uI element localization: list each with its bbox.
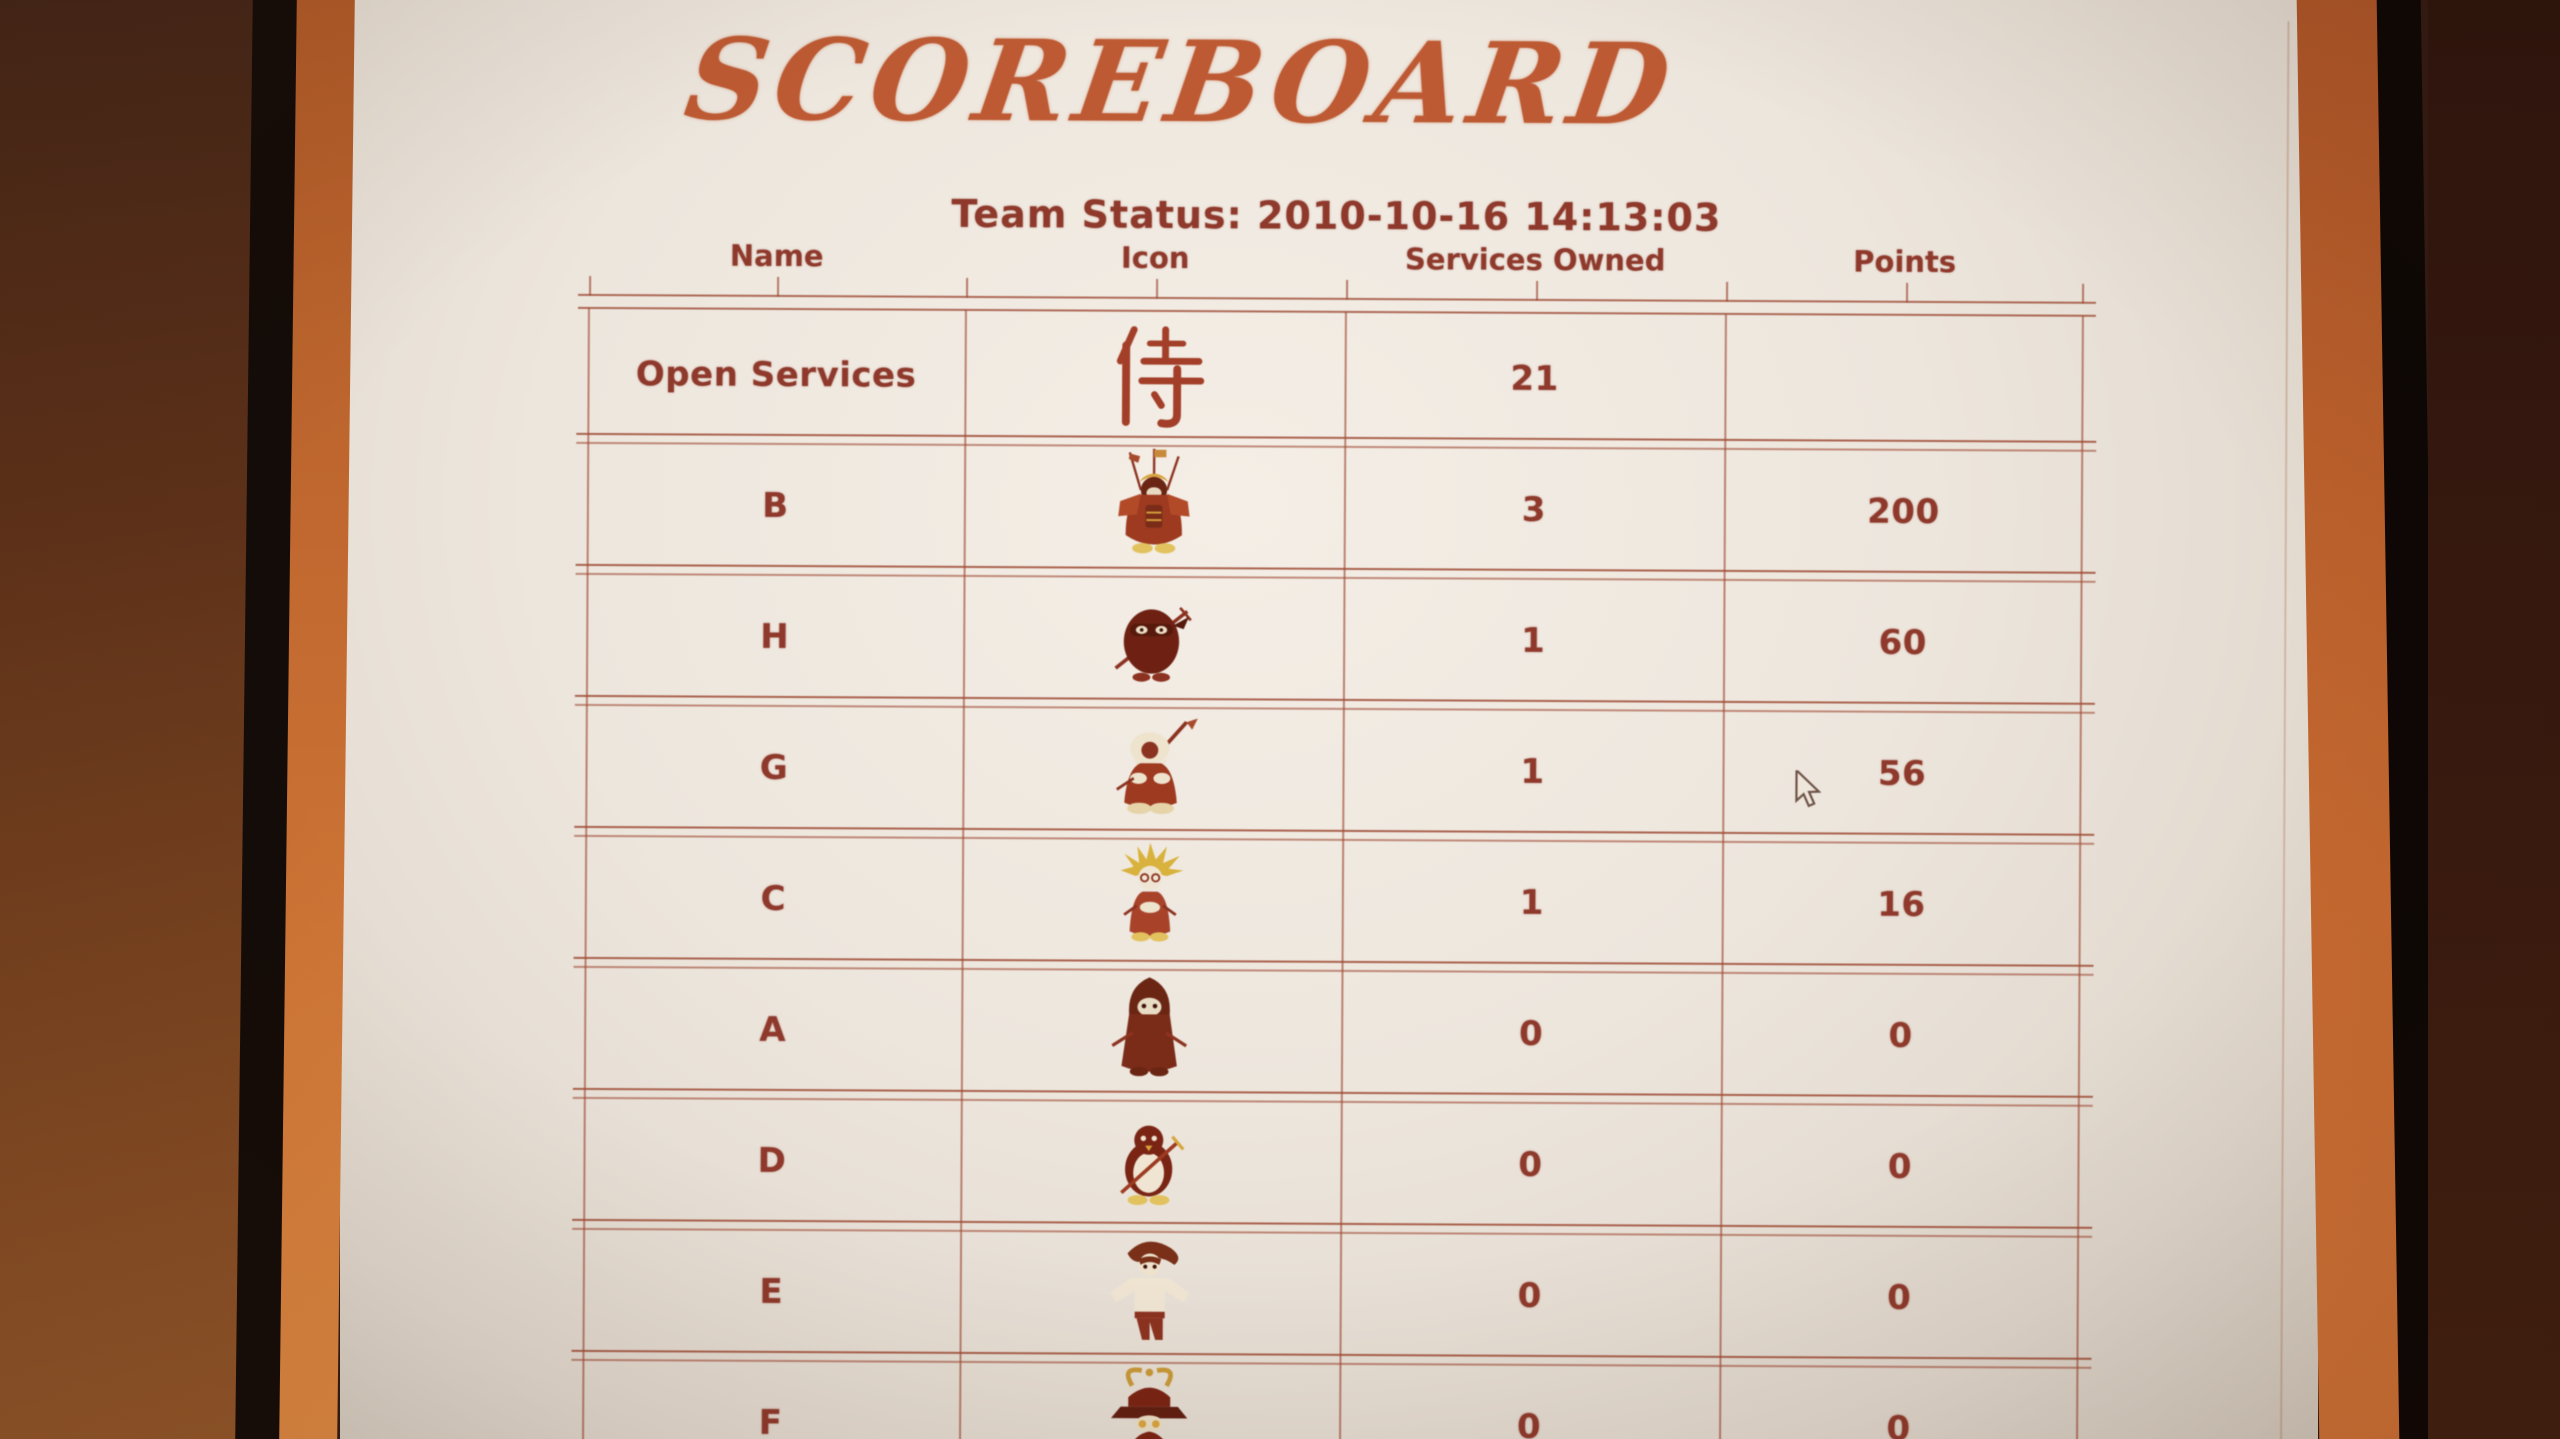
points-value: 0 (1887, 1146, 1913, 1187)
ninja-penguin-icon (963, 579, 1344, 697)
points-value: 16 (1877, 884, 1926, 925)
projection-screen (340, 0, 2318, 1439)
spiky-hair-penguin-icon (962, 839, 1343, 961)
points-value: 0 (1888, 1015, 1913, 1056)
status-text: Team Status: 2010-10-16 14:13:03 (951, 191, 1722, 240)
column-header-icon: Icon (1120, 240, 1190, 276)
border-tick (589, 275, 592, 296)
room-wall-right (2428, 0, 2560, 1439)
samurai-kanji-icon (964, 316, 1345, 436)
table-row: G 1 (574, 701, 2095, 845)
team-name: Open Services (635, 353, 917, 396)
team-name: C (760, 878, 787, 919)
points-value: 0 (1887, 1277, 1912, 1318)
table-row: A 0 0 (572, 963, 2093, 1107)
points-value: 200 (1867, 491, 1940, 532)
page-title: SCOREBOARD (677, 14, 1685, 151)
border-tick (777, 276, 780, 297)
elder-master-penguin-icon (962, 707, 1343, 831)
column-header-services-owned: Services Owned (1404, 242, 1666, 278)
scoreboard-table: Open Services 21 B (571, 307, 2097, 1439)
scrollbar-track[interactable] (2280, 20, 2290, 1439)
column-header-points: Points (1853, 244, 1957, 280)
swordsman-penguin-icon (960, 1102, 1341, 1222)
points-value: 56 (1877, 753, 1927, 794)
points-value (1725, 379, 2084, 381)
mouse-cursor-icon (1794, 767, 1828, 810)
services-owned-value: 1 (1521, 620, 1546, 661)
team-name: D (757, 1140, 787, 1181)
team-name: B (762, 485, 789, 526)
team-name: E (759, 1271, 784, 1312)
table-row: C 1 16 (573, 832, 2094, 976)
table-row: Open Services 21 (576, 308, 2097, 452)
table-header-row: Name Icon Services Owned Points (588, 238, 2084, 280)
border-tick (966, 277, 969, 298)
border-tick (1536, 280, 1539, 301)
table-row: F 0 0 (582, 1356, 2079, 1439)
points-value: 0 (1886, 1408, 1911, 1439)
table-top-border (578, 293, 2097, 304)
border-tick (2082, 283, 2085, 304)
border-tick (1906, 282, 1909, 303)
points-value: 60 (1878, 622, 1927, 663)
karate-fighter-icon (959, 1231, 1340, 1355)
services-owned-value: 21 (1510, 358, 1559, 399)
samurai-armor-penguin-icon (964, 445, 1345, 569)
table-row: D 0 0 (572, 1094, 2093, 1238)
samurai-helmet-penguin-icon (959, 1361, 1340, 1439)
team-name: H (760, 616, 790, 657)
hooded-penguin-icon (961, 970, 1342, 1092)
team-name: A (759, 1009, 787, 1050)
border-tick (1726, 281, 1729, 302)
border-tick (1156, 278, 1159, 299)
services-owned-value: 0 (1518, 1013, 1544, 1054)
column-header-name: Name (729, 238, 824, 274)
services-owned-value: 3 (1521, 489, 1547, 530)
team-name: F (758, 1402, 783, 1439)
border-tick (1346, 279, 1349, 300)
team-name: G (759, 747, 789, 788)
services-owned-value: 0 (1517, 1275, 1542, 1316)
services-owned-value: 0 (1516, 1406, 1542, 1439)
room-wall-left (0, 0, 256, 1439)
table-row: H 1 60 (574, 570, 2095, 714)
table-row: B (575, 439, 2096, 583)
services-owned-value: 0 (1518, 1144, 1543, 1185)
services-owned-value: 1 (1520, 751, 1545, 792)
services-owned-value: 1 (1519, 882, 1545, 923)
table-row: E 0 0 (571, 1225, 2092, 1369)
